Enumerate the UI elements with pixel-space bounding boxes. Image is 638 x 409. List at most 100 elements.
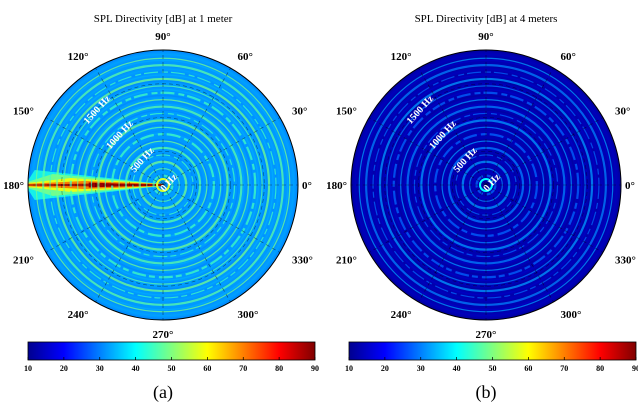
colorbar-tick-label: 60 xyxy=(524,364,532,373)
grid-spoke xyxy=(162,117,281,186)
grid-spoke xyxy=(162,184,281,253)
caption: (b) xyxy=(476,382,497,403)
angle-label: 210° xyxy=(13,255,34,267)
angle-label: 0° xyxy=(625,180,635,192)
grid-ring xyxy=(451,150,521,220)
level-band xyxy=(416,115,556,255)
angle-label: 0° xyxy=(302,180,312,192)
grid-spoke xyxy=(162,184,231,303)
colorbar-tick-label: 60 xyxy=(203,364,211,373)
grid-spoke xyxy=(418,184,487,303)
colorbar-tick-label: 10 xyxy=(345,364,353,373)
grid-spoke xyxy=(162,67,231,186)
colorbar-tick-label: 30 xyxy=(96,364,104,373)
level-band xyxy=(360,59,612,311)
angle-label: 30° xyxy=(292,106,307,118)
grid-spoke xyxy=(485,184,554,303)
colorbar-tick-label: 30 xyxy=(417,364,425,373)
grid-spoke xyxy=(368,117,487,186)
angle-label: 120° xyxy=(68,51,89,63)
colorbar-tick-label: 50 xyxy=(168,364,176,373)
level-band xyxy=(480,179,492,191)
angle-label: 60° xyxy=(561,51,576,63)
angle-label: 330° xyxy=(292,255,313,267)
colorbar-tick-label: 80 xyxy=(596,364,604,373)
colorbar-tick-label: 70 xyxy=(560,364,568,373)
grid-ring xyxy=(61,83,265,287)
grid-spoke xyxy=(485,67,554,186)
angle-label: 90° xyxy=(155,31,170,43)
angle-label: 270° xyxy=(153,329,174,341)
angle-label: 90° xyxy=(478,31,493,43)
angle-label: 30° xyxy=(615,106,630,118)
colorbar-tick-label: 80 xyxy=(275,364,283,373)
colorbar: 10 20 30 40 50 60 70 80 90 xyxy=(345,341,638,373)
colorbar-tick-label: 40 xyxy=(453,364,461,373)
colorbar-tick-label: 90 xyxy=(632,364,638,373)
angle-label: 150° xyxy=(13,106,34,118)
chart-title: SPL Directivity [dB] at 1 meter xyxy=(94,13,233,25)
angle-label: 270° xyxy=(476,329,497,341)
grid-ring xyxy=(418,117,554,253)
grid-spoke xyxy=(485,184,604,253)
colorbar-tick-label: 40 xyxy=(132,364,140,373)
panel-b: SPL Directivity [dB] at 4 meters 0° 30° 60… xyxy=(326,13,638,403)
level-band xyxy=(436,135,536,235)
level-band xyxy=(425,124,547,246)
level-band xyxy=(375,74,597,296)
grid-spoke xyxy=(45,184,164,253)
grid-spoke xyxy=(368,184,487,253)
angle-label: 300° xyxy=(238,309,259,321)
colorbar-tick-label: 50 xyxy=(489,364,497,373)
angle-label: 210° xyxy=(336,255,357,267)
level-band xyxy=(410,109,562,261)
angle-label: 60° xyxy=(238,51,253,63)
grid-spoke xyxy=(95,184,164,303)
caption: (a) xyxy=(153,382,173,403)
grid-spoke xyxy=(418,67,487,186)
angle-label: 180° xyxy=(326,180,347,192)
colorbar-tick-label: 20 xyxy=(60,364,68,373)
colorbar-tick-label: 70 xyxy=(239,364,247,373)
colorbar-tick-label: 10 xyxy=(24,364,32,373)
level-band xyxy=(401,100,571,270)
angular-tick-labels: 0° 30° 60° 90° 120° 150° 180° 210° 240° 270° 300° 3… xyxy=(3,31,313,341)
angle-label: 240° xyxy=(391,309,412,321)
grid-spoke xyxy=(45,117,164,186)
colorbar: 10 20 30 40 50 60 70 80 90 xyxy=(24,341,319,373)
polar-grid xyxy=(350,49,622,321)
colorbar-ticks: 10 20 30 40 50 60 70 80 90 xyxy=(24,357,319,373)
level-band xyxy=(381,80,591,290)
grid-ring xyxy=(128,150,198,220)
level-band xyxy=(431,130,541,240)
polar-outline xyxy=(350,49,622,321)
colorbar-tick-label: 90 xyxy=(311,364,319,373)
angle-label: 120° xyxy=(391,51,412,63)
grid-ring xyxy=(384,83,588,287)
angle-label: 150° xyxy=(336,106,357,118)
chart-title: SPL Directivity [dB] at 4 meters xyxy=(415,13,558,25)
angle-label: 240° xyxy=(68,309,89,321)
colorbar-tick-label: 20 xyxy=(381,364,389,373)
polar-grid xyxy=(27,49,299,321)
level-band xyxy=(389,88,583,282)
level-band xyxy=(457,156,515,214)
center-ring xyxy=(156,178,170,192)
angle-label: 330° xyxy=(615,255,636,267)
colorbar-ticks: 10 20 30 40 50 60 70 80 90 xyxy=(345,357,638,373)
angle-label: 300° xyxy=(561,309,582,321)
level-band xyxy=(445,144,527,226)
level-band xyxy=(472,171,500,199)
grid-spoke xyxy=(95,67,164,186)
level-band xyxy=(395,94,577,276)
center-ring xyxy=(479,178,493,192)
angular-tick-labels: 0° 30° 60° 90° 120° 150° 180° 210° 240° 270° 300° 3… xyxy=(326,31,636,341)
grid-ring xyxy=(95,117,231,253)
level-band xyxy=(354,53,618,317)
angle-label: 180° xyxy=(3,180,24,192)
grid-spoke xyxy=(485,117,604,186)
panel-a: SPL Directivity [dB] at 1 meter 0° 30° 60°… xyxy=(3,13,319,403)
polar-outline xyxy=(27,49,299,321)
level-band xyxy=(466,165,506,205)
